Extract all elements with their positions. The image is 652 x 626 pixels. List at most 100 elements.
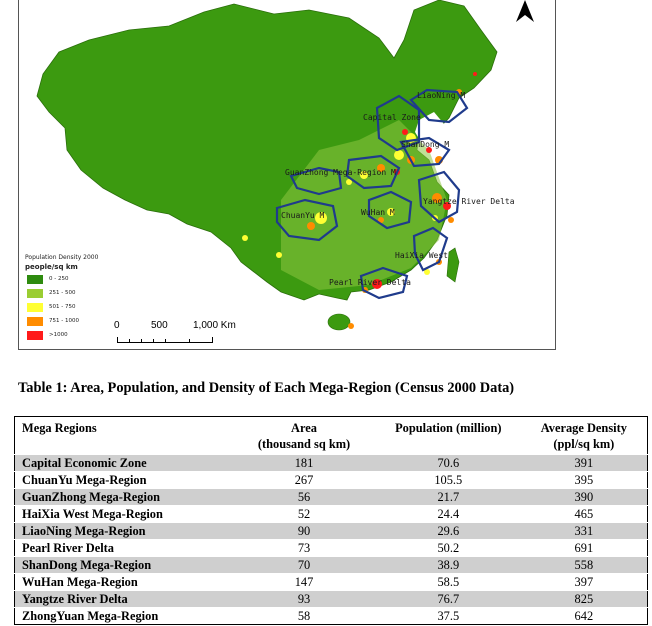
cell-area: 181 [232,454,376,472]
label-liaoning: LiaoNing M [417,91,466,100]
cell-region-name: ShanDong Mega-Region [14,556,233,574]
label-guanzhong: GuanZhong Mega-Region M [285,168,396,177]
north-arrow-icon [516,0,534,22]
boundary-wuhan [367,190,413,230]
table-row: Pearl River Delta 73 50.2 691 [14,539,648,557]
table-row: LiaoNing Mega-Region 90 29.6 331 [14,522,648,540]
table-caption: Table 1: Area, Population, and Density o… [18,380,515,396]
header-density-line1: Average Density [540,421,627,435]
legend-title: Population Density 2000 [25,254,99,261]
cell-density: 825 [520,590,648,608]
legend-label: 0 - 250 [49,276,69,282]
cell-density: 465 [520,505,648,523]
table-row: ShanDong Mega-Region 70 38.9 558 [14,556,648,574]
cell-population: 29.6 [375,522,521,540]
legend-swatch [27,331,43,340]
cell-population: 105.5 [375,471,521,489]
scale-line [117,337,213,343]
cell-region-name: ZhongYuan Mega-Region [14,607,233,625]
header-area: Area (thousand sq km) [232,417,376,455]
bohai-sea [415,112,444,142]
header-density-line2: (ppl/sq km) [553,437,615,451]
table-row: ZhongYuan Mega-Region 58 37.5 642 [14,607,648,625]
cell-density: 390 [520,488,648,506]
boundary-guanzhong [289,166,343,196]
cell-density: 331 [520,522,648,540]
legend-unit: people/sq km [25,263,78,271]
label-capital: Capital Zone [363,113,421,122]
legend-item: >1000 [25,329,145,343]
label-shandong: ShanDong M [401,140,450,149]
legend-item: 751 - 1000 [25,315,145,329]
cell-area: 267 [232,471,376,489]
boundary-zhongyuan [345,154,401,190]
legend-label: 751 - 1000 [49,318,79,324]
cell-population: 58.5 [375,573,521,591]
legend-item: 0 - 250 [25,273,145,287]
legend-swatch [27,275,43,284]
cell-population: 24.4 [375,505,521,523]
taiwan [446,247,460,283]
legend-swatch [27,303,43,312]
boundary-capital [375,94,421,152]
table-row: HaiXia West Mega-Region 52 24.4 465 [14,505,648,523]
scale-label-mid: 500 [151,320,168,331]
header-area-line1: Area [291,421,317,435]
cell-population: 21.7 [375,488,521,506]
cell-region-name: ChuanYu Mega-Region [14,471,233,489]
cell-area: 58 [232,607,376,625]
scale-tick [141,339,142,343]
boundary-chuanyu [275,198,339,242]
label-wuhan: WuHan M [361,208,395,217]
cell-density: 558 [520,556,648,574]
cell-region-name: Pearl River Delta [14,539,233,557]
label-chuanyu: ChuanYu M [281,211,325,220]
cell-density: 642 [520,607,648,625]
header-mega-regions: Mega Regions [22,421,97,435]
boundary-pearl [359,266,409,300]
boundary-yangtze [417,170,461,224]
population-density-map: LiaoNing M Capital Zone ShanDong M GuanZ… [18,0,556,350]
legend-swatch [27,317,43,326]
boundary-liaoning [409,88,469,124]
label-pearl: Pearl River Delta [329,278,411,287]
china-map [36,0,498,331]
scale-tick [153,339,154,343]
cell-region-name: GuanZhong Mega-Region [14,488,233,506]
mega-region-boundaries [275,88,469,300]
cell-area: 90 [232,522,376,540]
scale-tick [129,339,130,343]
table-row: GuanZhong Mega-Region 56 21.7 390 [14,488,648,506]
cell-region-name: Yangtze River Delta [14,590,233,608]
cell-region-name: Capital Economic Zone [14,454,233,472]
cell-density: 691 [520,539,648,557]
table-row: Yangtze River Delta 93 76.7 825 [14,590,648,608]
eastern-dense-band [281,120,447,290]
scale-label-max: 1,000 Km [193,320,236,331]
map-legend: Population Density 2000 people/sq km 0 -… [25,254,145,343]
scale-bar: 0 500 1,000 Km [111,320,241,343]
cell-area: 73 [232,539,376,557]
cell-density: 395 [520,471,648,489]
header-density: Average Density (ppl/sq km) [521,417,648,455]
cell-population: 38.9 [375,556,521,574]
legend-label: 501 - 750 [49,304,76,310]
table-header-row: Mega Regions Area (thousand sq km) Popul… [14,417,648,455]
legend-item: 501 - 750 [25,301,145,315]
cell-area: 70 [232,556,376,574]
legend-item: 251 - 500 [25,287,145,301]
legend-label: >1000 [49,332,68,338]
legend-swatch [27,289,43,298]
table-row: WuHan Mega-Region 147 58.5 397 [14,573,648,591]
cell-density: 391 [520,454,648,472]
cell-density: 397 [520,573,648,591]
boundary-shandong [399,136,451,168]
cell-area: 93 [232,590,376,608]
table-row: Capital Economic Zone 181 70.6 391 [14,454,648,472]
cell-area: 52 [232,505,376,523]
cell-population: 70.6 [375,454,521,472]
hainan-island [327,313,351,331]
cell-area: 147 [232,573,376,591]
cell-population: 76.7 [375,590,521,608]
cell-region-name: LiaoNing Mega-Region [14,522,233,540]
